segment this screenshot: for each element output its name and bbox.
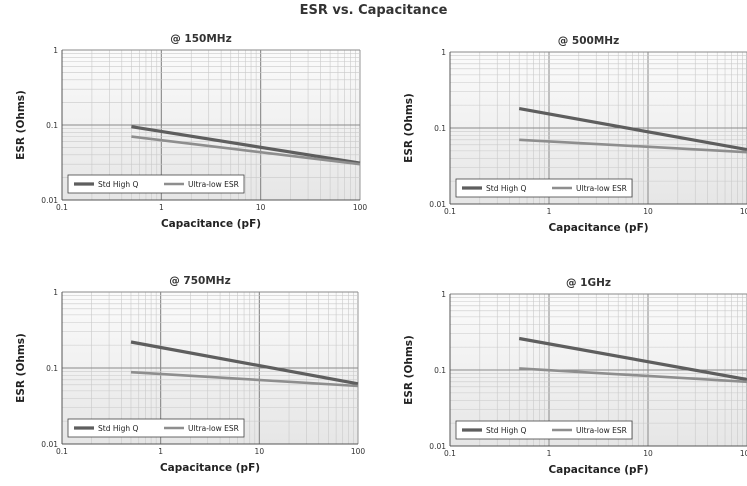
chart-0-x-axis-label: Capacitance (pF) bbox=[161, 218, 261, 230]
chart-0-x-tick-label: 100 bbox=[353, 203, 368, 212]
chart-1-x-tick-label: 1 bbox=[547, 207, 552, 216]
chart-2-x-tick-label: 10 bbox=[255, 447, 265, 456]
chart-2-legend: Std High Q Ultra-low ESR bbox=[67, 418, 245, 438]
chart-1-y-tick-label: 0.01 bbox=[429, 200, 446, 209]
chart-0-legend-label-1: Ultra-low ESR bbox=[188, 180, 239, 189]
chart-3-title: @ 1GHz bbox=[566, 277, 611, 289]
chart-0-title: @ 150MHz bbox=[170, 33, 231, 45]
chart-0-legend-label-0: Std High Q bbox=[98, 180, 138, 189]
chart-2-y-tick-label: 0.01 bbox=[41, 440, 58, 449]
chart-2-y-tick-label: 0.1 bbox=[46, 364, 58, 373]
chart-0-y-axis-label: ESR (Ohms) bbox=[15, 90, 27, 160]
chart-1-series-0 bbox=[518, 107, 747, 152]
chart-0-x-tick-label: 1 bbox=[159, 203, 164, 212]
chart-3-legend: Std High Q Ultra-low ESR bbox=[455, 420, 633, 440]
chart-1-x-tick-label: 0.1 bbox=[444, 207, 456, 216]
chart-2-x-tick-label: 0.1 bbox=[56, 447, 68, 456]
chart-0-y-tick-label: 0.1 bbox=[46, 121, 58, 130]
chart-0-series-1 bbox=[131, 135, 361, 166]
chart-3-series-0 bbox=[518, 336, 747, 382]
chart-0-legend: Std High Q Ultra-low ESR bbox=[67, 174, 245, 194]
chart-3-x-axis-label: Capacitance (pF) bbox=[548, 464, 648, 476]
chart-2-y-axis-label: ESR (Ohms) bbox=[15, 333, 27, 403]
chart-3-y-axis-label: ESR (Ohms) bbox=[403, 335, 415, 405]
chart-0-x-tick-label: 0.1 bbox=[56, 203, 68, 212]
chart-3-x-tick-label: 1 bbox=[547, 449, 552, 458]
chart-1-x-tick-label: 10 bbox=[643, 207, 653, 216]
chart-0-y-tick-label: 1 bbox=[53, 46, 58, 55]
chart-2-series-1 bbox=[130, 370, 359, 388]
chart-0-series-0 bbox=[131, 125, 361, 165]
chart-2-x-tick-label: 1 bbox=[158, 447, 163, 456]
chart-1-y-tick-label: 1 bbox=[441, 48, 446, 57]
chart-1-legend: Std High Q Ultra-low ESR bbox=[455, 178, 633, 198]
chart-2-title: @ 750MHz bbox=[169, 275, 230, 287]
chart-1-legend-box bbox=[455, 178, 633, 198]
chart-3-x-tick-label: 100 bbox=[740, 449, 747, 458]
chart-1-x-axis-label: Capacitance (pF) bbox=[548, 222, 648, 234]
chart-1-y-tick-label: 0.1 bbox=[434, 124, 446, 133]
chart-3-x-tick-label: 0.1 bbox=[444, 449, 456, 458]
chart-3-series-1 bbox=[519, 367, 747, 384]
chart-1-x-tick-label: 100 bbox=[740, 207, 747, 216]
chart-2-series-0 bbox=[130, 340, 359, 386]
chart-1-title: @ 500MHz bbox=[558, 35, 619, 47]
chart-1-legend-label-1: Ultra-low ESR bbox=[576, 184, 627, 193]
chart-3-legend-label-1: Ultra-low ESR bbox=[576, 426, 627, 435]
main-title: ESR vs. Capacitance bbox=[299, 3, 448, 18]
chart-3-legend-label-0: Std High Q bbox=[486, 426, 526, 435]
chart-1-y-axis-label: ESR (Ohms) bbox=[403, 93, 415, 163]
chart-2-x-axis-label: Capacitance (pF) bbox=[160, 462, 260, 474]
chart-3-legend-box bbox=[455, 420, 633, 440]
chart-3-y-tick-label: 0.01 bbox=[429, 442, 446, 451]
chart-0-x-tick-label: 10 bbox=[256, 203, 266, 212]
chart-2-legend-box bbox=[67, 418, 245, 438]
chart-1-legend-label-0: Std High Q bbox=[486, 184, 526, 193]
chart-1-series-1 bbox=[519, 138, 747, 154]
chart-0-y-tick-label: 0.01 bbox=[41, 196, 58, 205]
chart-2-legend-label-1: Ultra-low ESR bbox=[188, 424, 239, 433]
chart-2-x-tick-label: 100 bbox=[351, 447, 366, 456]
chart-3-x-tick-label: 10 bbox=[643, 449, 653, 458]
chart-3-y-tick-label: 1 bbox=[441, 290, 446, 299]
chart-3-y-tick-label: 0.1 bbox=[434, 366, 446, 375]
chart-2-legend-label-0: Std High Q bbox=[98, 424, 138, 433]
chart-0-legend-box bbox=[67, 174, 245, 194]
chart-2-y-tick-label: 1 bbox=[53, 288, 58, 297]
